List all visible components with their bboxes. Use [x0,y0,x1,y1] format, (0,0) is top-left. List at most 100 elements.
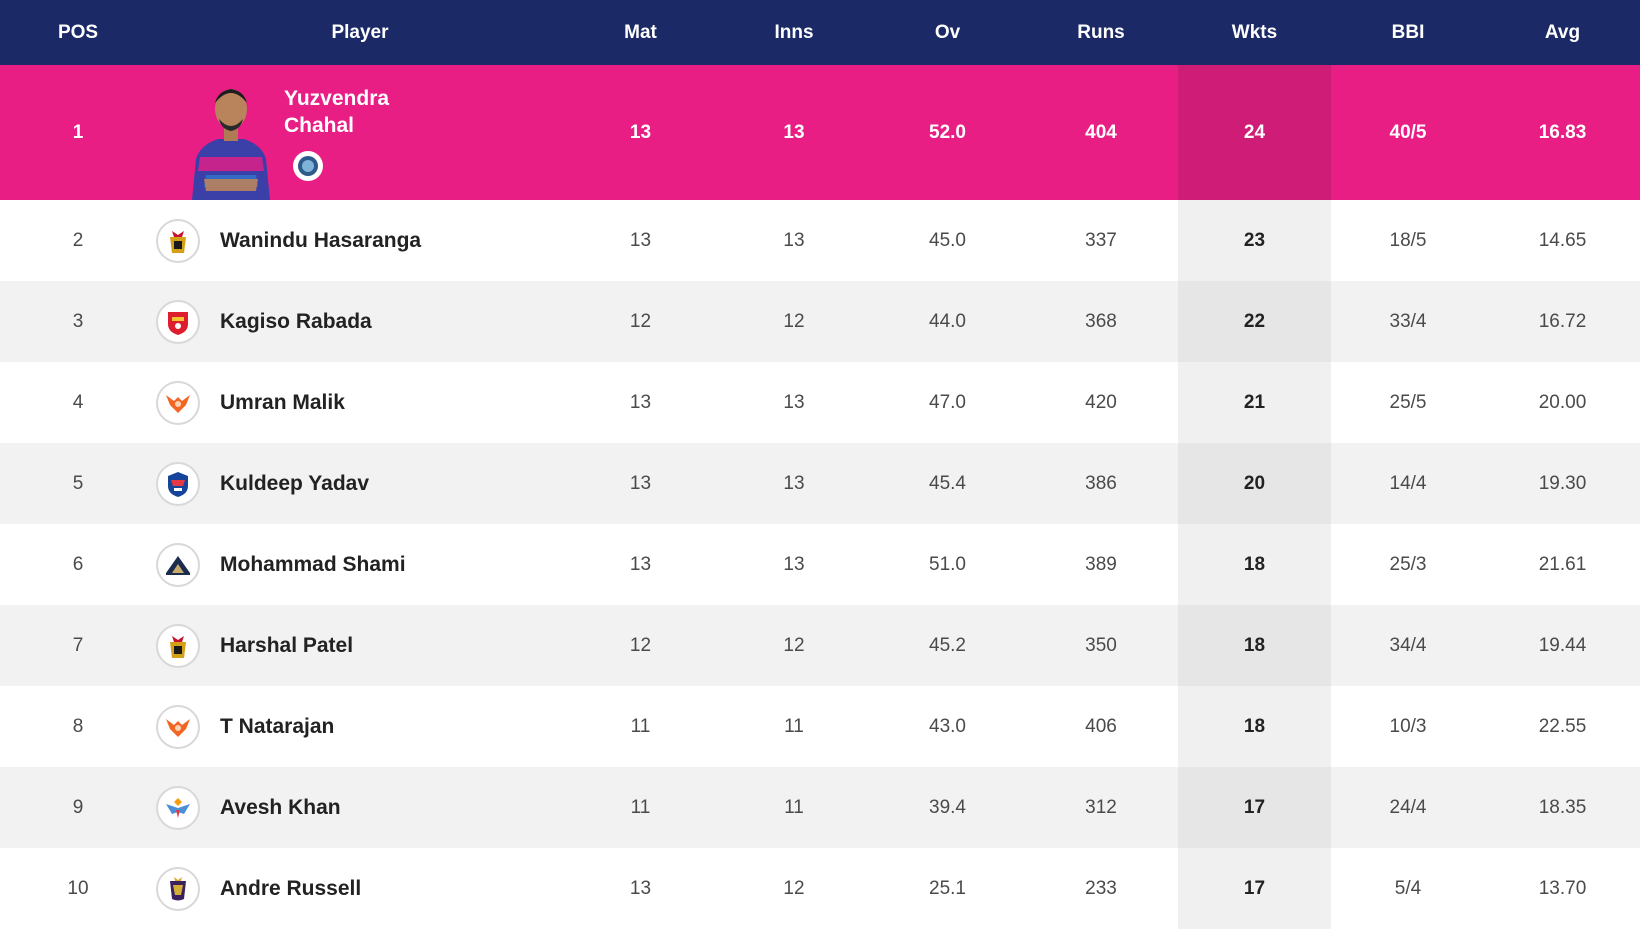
wkts-cell: 17 [1178,848,1331,929]
runs-cell: 337 [1085,229,1117,251]
avg-cell: 19.30 [1538,472,1587,494]
runs-cell: 404 [1085,121,1117,143]
player-cell: Kagiso Rabada [156,281,564,362]
lsg-logo-icon [156,785,200,830]
bbi-cell: 25/5 [1389,391,1427,413]
wkts-cell: 18 [1178,524,1331,605]
leader-name[interactable]: Yuzvendra Chahal [284,85,389,139]
table-row[interactable]: 6 Mohammad Shami 13 13 51.0 389 18 25/3 … [0,524,1640,605]
ov-cell: 45.4 [929,472,966,494]
player-cell: Yuzvendra Chahal [156,65,564,200]
gt-logo-icon [156,542,200,587]
bbi-cell: 10/3 [1389,715,1427,737]
player-name[interactable]: Kagiso Rabada [220,309,372,333]
srh-logo-icon [156,704,200,749]
col-header-player[interactable]: Player [331,21,389,43]
player-cell: Umran Malik [156,362,564,443]
ov-cell: 44.0 [929,310,966,332]
bbi-cell: 14/4 [1389,472,1427,494]
player-name[interactable]: Mohammad Shami [220,552,406,576]
kkr-logo-icon [156,866,200,911]
table-row[interactable]: 7 Harshal Patel 12 12 45.2 350 18 34/4 1… [0,605,1640,686]
leader-row[interactable]: 1 Yuzvendra Chahal [0,65,1640,200]
ov-cell: 52.0 [929,121,966,143]
pos-cell: 4 [72,391,84,413]
player-cell: Andre Russell [156,848,564,929]
table-row[interactable]: 9 Avesh Khan 11 11 39.4 312 17 24/4 18.3… [0,767,1640,848]
avg-cell: 14.65 [1538,229,1587,251]
player-cell: Avesh Khan [156,767,564,848]
wkts-cell: 18 [1178,605,1331,686]
mat-cell: 12 [629,310,652,332]
inns-cell: 12 [783,877,805,899]
player-name[interactable]: Andre Russell [220,876,362,900]
mat-cell: 12 [629,634,652,656]
mat-cell: 13 [629,391,652,413]
runs-cell: 368 [1085,310,1117,332]
rcb-logo-icon [156,623,200,668]
wkts-cell: 20 [1178,443,1331,524]
inns-cell: 12 [783,310,805,332]
col-header-pos[interactable]: POS [57,21,99,43]
mat-cell: 13 [629,553,652,575]
runs-cell: 386 [1085,472,1117,494]
player-name[interactable]: Umran Malik [220,390,345,414]
table-row[interactable]: 5 Kuldeep Yadav 13 13 45.4 386 20 14/4 1… [0,443,1640,524]
player-name[interactable]: T Natarajan [220,714,335,738]
table-row[interactable]: 3 Kagiso Rabada 12 12 44.0 368 22 33/4 1… [0,281,1640,362]
runs-cell: 233 [1085,877,1117,899]
avg-cell: 18.35 [1538,796,1587,818]
mat-cell: 11 [630,796,651,818]
inns-cell: 12 [783,634,805,656]
player-cell: Wanindu Hasaranga [156,200,564,281]
mat-cell: 13 [629,121,652,143]
leader-name-line2: Chahal [284,114,355,137]
player-name[interactable]: Avesh Khan [220,795,341,819]
wkts-cell: 23 [1178,200,1331,281]
player-cell: Harshal Patel [156,605,564,686]
player-name[interactable]: Harshal Patel [220,633,354,657]
inns-cell: 11 [784,715,804,737]
player-name[interactable]: Wanindu Hasaranga [220,228,422,252]
pos-cell: 6 [72,553,84,575]
table-header: POS Player Mat Inns Ov Runs Wkts BBI Avg [0,0,1640,65]
runs-cell: 389 [1085,553,1117,575]
player-name[interactable]: Kuldeep Yadav [220,471,370,495]
runs-cell: 420 [1085,391,1117,413]
runs-cell: 312 [1085,796,1117,818]
ov-cell: 45.0 [929,229,966,251]
team-badge-icon [293,151,323,181]
col-header-wkts[interactable]: Wkts [1231,21,1278,43]
rcb-logo-icon [156,218,200,263]
col-header-avg[interactable]: Avg [1544,21,1581,43]
srh-logo-icon [156,380,200,425]
inns-cell: 13 [783,229,805,251]
table-row[interactable]: 2 Wanindu Hasaranga 13 13 45.0 337 23 18… [0,200,1640,281]
pos-cell: 1 [72,121,84,143]
avg-cell: 21.61 [1538,553,1587,575]
wkts-cell: 24 [1178,65,1331,200]
pos-cell: 3 [72,310,84,332]
inns-cell: 13 [783,121,805,143]
bbi-cell: 33/4 [1389,310,1427,332]
bbi-cell: 18/5 [1389,229,1427,251]
table-row[interactable]: 4 Umran Malik 13 13 47.0 420 21 25/5 20.… [0,362,1640,443]
pos-cell: 7 [72,634,84,656]
bbi-cell: 34/4 [1389,634,1427,656]
col-header-inns[interactable]: Inns [774,21,814,43]
avg-cell: 16.83 [1538,121,1587,143]
col-header-mat[interactable]: Mat [624,21,657,43]
mat-cell: 13 [629,877,652,899]
inns-cell: 11 [784,796,804,818]
col-header-ov[interactable]: Ov [934,21,961,43]
runs-cell: 406 [1085,715,1117,737]
pbks-logo-icon [156,299,200,344]
inns-cell: 13 [783,472,805,494]
table-row[interactable]: 10 Andre Russell 13 12 25.1 233 17 5/4 1… [0,848,1640,929]
bbi-cell: 25/3 [1389,553,1427,575]
avg-cell: 13.70 [1538,877,1587,899]
col-header-bbi[interactable]: BBI [1391,21,1425,43]
avg-cell: 19.44 [1538,634,1587,656]
table-row[interactable]: 8 T Natarajan 11 11 43.0 406 18 10/3 22.… [0,686,1640,767]
col-header-runs[interactable]: Runs [1077,21,1125,43]
